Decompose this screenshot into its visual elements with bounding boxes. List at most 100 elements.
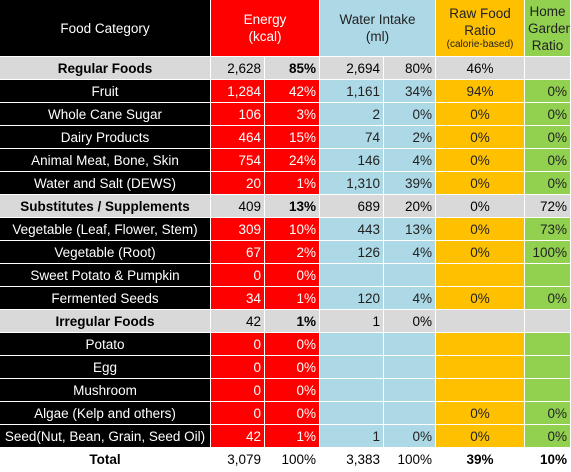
category-cell: Egg xyxy=(0,356,211,379)
water-pct-cell: 0% xyxy=(384,425,436,448)
energy-pct-cell: 1% xyxy=(265,310,320,333)
energy-cell: 34 xyxy=(211,287,265,310)
raw-ratio-cell xyxy=(436,264,525,287)
header-water-label: Water Intake xyxy=(339,12,416,27)
water-cell: 443 xyxy=(320,218,384,241)
group-row: Substitutes / Supplements 409 13% 689 20% 0% 7… xyxy=(0,195,571,218)
raw-ratio-cell: 0% xyxy=(436,241,525,264)
garden-ratio-cell: 0% xyxy=(525,425,571,448)
table-row: Water and Salt (DEWS) 20 1% 1,310 39% 0% 0% xyxy=(0,172,571,195)
header-garden-label: Home Garden Ratio xyxy=(528,3,571,53)
energy-cell: 0 xyxy=(211,264,265,287)
energy-pct-cell: 85% xyxy=(265,57,320,80)
garden-ratio-cell: 0% xyxy=(525,103,571,126)
energy-pct-cell: 0% xyxy=(265,356,320,379)
energy-pct-cell: 1% xyxy=(265,287,320,310)
water-pct-cell: 39% xyxy=(384,172,436,195)
raw-ratio-cell: 0% xyxy=(436,287,525,310)
water-cell: 1 xyxy=(320,310,384,333)
garden-ratio-cell: 100% xyxy=(525,241,571,264)
category-cell: Mushroom xyxy=(0,379,211,402)
energy-cell: 0 xyxy=(211,379,265,402)
table-row: Sweet Potato & Pumpkin 0 0% xyxy=(0,264,571,287)
energy-pct-cell: 2% xyxy=(265,241,320,264)
energy-cell: 464 xyxy=(211,126,265,149)
energy-cell: 754 xyxy=(211,149,265,172)
energy-pct-cell: 0% xyxy=(265,379,320,402)
energy-cell: 309 xyxy=(211,218,265,241)
category-cell: Regular Foods xyxy=(0,57,211,80)
garden-ratio-cell: 0% xyxy=(525,287,571,310)
garden-ratio-cell xyxy=(525,264,571,287)
energy-pct-cell: 15% xyxy=(265,126,320,149)
energy-pct-cell: 42% xyxy=(265,80,320,103)
category-cell: Irregular Foods xyxy=(0,310,211,333)
raw-ratio-cell: 0% xyxy=(436,126,525,149)
water-pct-cell: 4% xyxy=(384,149,436,172)
energy-cell: 2,628 xyxy=(211,57,265,80)
water-pct-cell: 20% xyxy=(384,195,436,218)
water-cell xyxy=(320,379,384,402)
category-cell: Fermented Seeds xyxy=(0,287,211,310)
garden-ratio-cell: 0% xyxy=(525,126,571,149)
category-cell: Vegetable (Leaf, Flower, Stem) xyxy=(0,218,211,241)
water-cell: 1 xyxy=(320,425,384,448)
water-pct-cell: 4% xyxy=(384,287,436,310)
water-cell: 2,694 xyxy=(320,57,384,80)
table-row: Vegetable (Leaf, Flower, Stem) 309 10% 443 1… xyxy=(0,218,571,241)
energy-pct-cell: 10% xyxy=(265,218,320,241)
water-cell: 126 xyxy=(320,241,384,264)
energy-cell: 1,284 xyxy=(211,80,265,103)
raw-ratio-cell: 0% xyxy=(436,195,525,218)
water-cell: 1,310 xyxy=(320,172,384,195)
energy-pct-cell: 1% xyxy=(265,425,320,448)
water-pct-cell: 2% xyxy=(384,126,436,149)
energy-pct-cell: 24% xyxy=(265,149,320,172)
header-water-intake: Water Intake (ml) xyxy=(320,0,436,57)
table-row: Whole Cane Sugar 106 3% 2 0% 0% 0% xyxy=(0,103,571,126)
table-row: Animal Meat, Bone, Skin 754 24% 146 4% 0% 0% xyxy=(0,149,571,172)
energy-cell: 106 xyxy=(211,103,265,126)
total-raw-ratio: 39% xyxy=(436,448,525,472)
energy-pct-cell: 0% xyxy=(265,333,320,356)
header-food-category-label: Food Category xyxy=(60,20,150,36)
raw-ratio-cell: 0% xyxy=(436,103,525,126)
header-raw-label: Raw Food Ratio xyxy=(449,6,511,38)
water-pct-cell xyxy=(384,264,436,287)
header-raw-note: (calorie-based) xyxy=(446,39,514,50)
group-row: Irregular Foods 42 1% 1 0% xyxy=(0,310,571,333)
water-cell xyxy=(320,333,384,356)
energy-cell: 409 xyxy=(211,195,265,218)
category-cell: Animal Meat, Bone, Skin xyxy=(0,149,211,172)
raw-ratio-cell xyxy=(436,310,525,333)
header-energy: Energy (kcal) xyxy=(211,0,320,57)
raw-ratio-cell: 0% xyxy=(436,425,525,448)
energy-cell: 20 xyxy=(211,172,265,195)
garden-ratio-cell xyxy=(525,356,571,379)
raw-ratio-cell xyxy=(436,333,525,356)
water-pct-cell xyxy=(384,333,436,356)
garden-ratio-cell xyxy=(525,379,571,402)
garden-ratio-cell xyxy=(525,333,571,356)
energy-pct-cell: 0% xyxy=(265,402,320,425)
total-garden-ratio: 10% xyxy=(525,448,571,472)
garden-ratio-cell: 72% xyxy=(525,195,571,218)
garden-ratio-cell: 0% xyxy=(525,402,571,425)
water-cell: 120 xyxy=(320,287,384,310)
header-energy-label: Energy xyxy=(243,12,287,27)
total-energy-pct: 100% xyxy=(265,448,320,472)
garden-ratio-cell xyxy=(525,57,571,80)
table-row: Potato 0 0% xyxy=(0,333,571,356)
total-row: Total 3,079 100% 3,383 100% 39% 10% xyxy=(0,448,571,472)
energy-cell: 0 xyxy=(211,402,265,425)
header-row: Food Category Energy (kcal) Water Intake… xyxy=(0,0,571,57)
category-cell: Dairy Products xyxy=(0,126,211,149)
category-cell: Seed(Nut, Bean, Grain, Seed Oil) xyxy=(0,425,211,448)
energy-cell: 0 xyxy=(211,356,265,379)
garden-ratio-cell: 0% xyxy=(525,80,571,103)
water-pct-cell xyxy=(384,402,436,425)
total-label: Total xyxy=(0,448,211,472)
category-cell: Fruit xyxy=(0,80,211,103)
table-row: Fruit 1,284 42% 1,161 34% 94% 0% xyxy=(0,80,571,103)
total-water: 3,383 xyxy=(320,448,384,472)
